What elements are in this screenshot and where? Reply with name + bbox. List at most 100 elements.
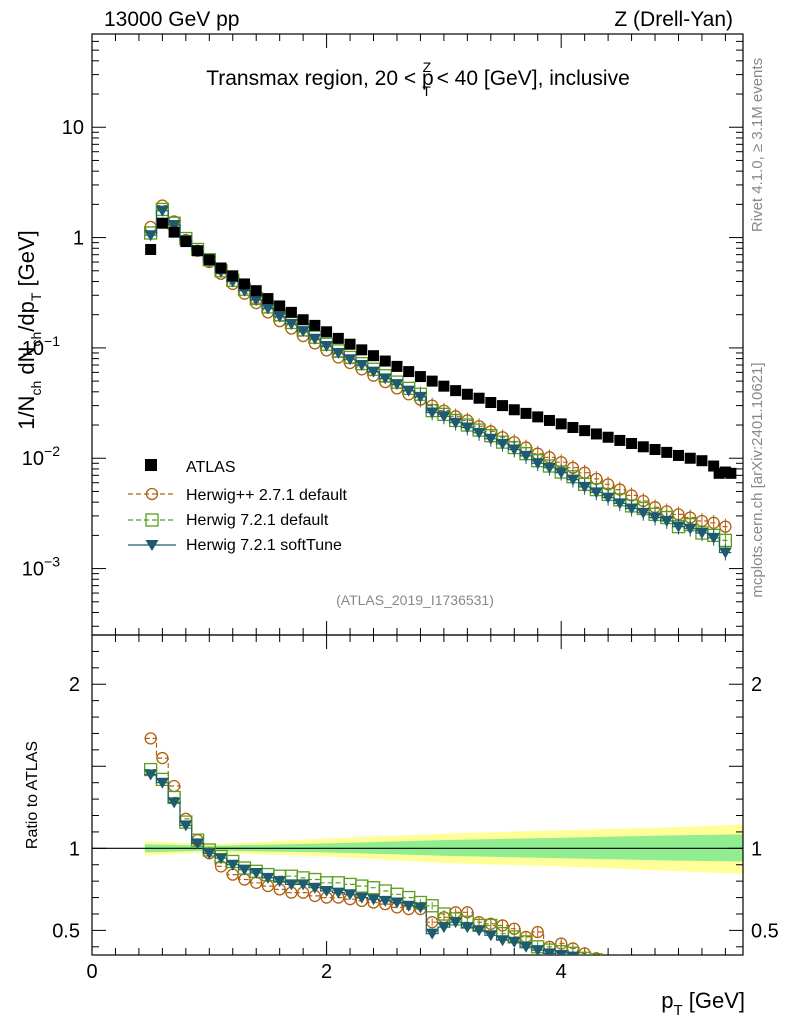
- series-point: [425, 407, 439, 419]
- ratio-point: [144, 769, 158, 781]
- ratio-point: [638, 961, 649, 972]
- atlas-point: [649, 444, 661, 456]
- ratio-tick-label-right: 1: [751, 838, 762, 860]
- ratio-point: [695, 970, 708, 981]
- series-point: [155, 205, 169, 217]
- series-point: [331, 347, 345, 359]
- atlas-point: [508, 404, 520, 416]
- series-point: [296, 326, 310, 338]
- ratio-point: [355, 892, 369, 904]
- ratio-point: [685, 964, 696, 975]
- ratio-point: [425, 899, 439, 913]
- analysis-id-watermark: (ATLAS_2019_I1736531): [336, 592, 494, 608]
- ratio-point: [719, 974, 731, 986]
- ratio-point: [696, 969, 708, 981]
- atlas-point: [332, 332, 344, 344]
- rivet-version-label: Rivet 4.1.0, ≥ 3.1M events: [749, 58, 766, 232]
- series-point: [601, 492, 615, 504]
- atlas-point: [344, 338, 356, 350]
- ratio-point: [637, 962, 649, 974]
- ratio-point: [472, 925, 486, 937]
- ratio-axis-label: Ratio to ATLAS: [24, 741, 41, 849]
- series-point: [625, 503, 639, 515]
- header-left: 13000 GeV pp: [104, 8, 239, 31]
- series-point: [719, 520, 732, 533]
- atlas-point: [414, 371, 426, 383]
- ratio-point: [650, 963, 661, 974]
- ratio-point: [249, 867, 263, 879]
- atlas-point: [602, 431, 614, 443]
- series-point: [589, 487, 603, 499]
- atlas-point: [614, 434, 626, 446]
- ratio-point: [496, 935, 510, 947]
- ratio-point: [590, 957, 603, 968]
- series-point: [343, 354, 357, 366]
- atlas-point: [192, 245, 204, 257]
- series-point: [671, 521, 685, 533]
- atlas-point: [626, 438, 638, 450]
- atlas-point: [672, 449, 684, 461]
- ratio-point: [614, 959, 626, 971]
- ratio-point: [684, 967, 696, 979]
- ratio-point: [602, 958, 615, 969]
- ratio-plot-frame: [91, 634, 744, 956]
- ratio-point: [484, 930, 498, 942]
- y-axis-label: 1/Nch dNch/dpT [GeV]: [14, 230, 44, 430]
- legend-herwigpp-label: Herwig++ 2.7.1 default: [186, 487, 348, 504]
- series-point: [167, 220, 181, 232]
- atlas-point: [485, 397, 497, 409]
- ratio-point: [649, 962, 661, 974]
- atlas-point: [438, 380, 450, 392]
- ratio-point: [720, 971, 731, 982]
- atlas-point: [696, 455, 708, 467]
- ratio-point: [625, 961, 638, 972]
- series-point: [507, 444, 521, 456]
- ratio-series: [143, 732, 732, 986]
- y-tick-label: 10−2: [22, 443, 60, 470]
- y-tick-label: 10: [62, 117, 84, 139]
- atlas-point: [356, 344, 368, 356]
- series-point: [636, 507, 650, 519]
- ratio-point: [672, 965, 684, 977]
- data-series: [143, 199, 737, 561]
- series-point: [460, 422, 474, 434]
- atlas-point: [520, 407, 532, 419]
- atlas-point: [426, 375, 438, 387]
- ratio-point: [449, 917, 463, 929]
- series-point: [695, 528, 709, 540]
- ratio-point: [284, 879, 298, 891]
- series-point: [718, 547, 732, 559]
- atlas-point: [543, 414, 555, 426]
- ratio-point: [708, 966, 719, 977]
- series-point: [249, 294, 263, 306]
- ratio-point: [696, 966, 707, 977]
- ratio-point: [684, 968, 697, 979]
- ratio-series-2: [144, 769, 732, 986]
- series-point: [496, 438, 510, 450]
- atlas-point: [661, 446, 673, 458]
- series-2: [144, 205, 732, 561]
- ratio-point: [273, 876, 287, 888]
- ratio-point: [144, 732, 157, 745]
- series-point: [437, 411, 451, 423]
- series-point: [707, 532, 721, 544]
- ratio-point: [214, 853, 228, 865]
- atlas-point: [532, 411, 544, 423]
- atlas-point: [461, 388, 473, 400]
- ratio-point: [614, 956, 625, 967]
- series-point: [531, 458, 545, 470]
- series-point: [613, 498, 627, 510]
- ratio-point: [460, 922, 474, 934]
- x-tick-label: 0: [86, 961, 97, 983]
- legend: ATLAS Herwig++ 2.7.1 default Herwig 7.2.…: [128, 459, 348, 554]
- ratio-point: [719, 975, 732, 986]
- ratio-point: [566, 951, 580, 955]
- legend-herwig7-default-marker: [145, 513, 159, 527]
- ratio-point: [367, 894, 381, 906]
- ratio-point: [591, 952, 602, 955]
- axis-ticks: 0 2 4 10 1 10−1 10−2 10−3 2 2 1 1 0.5 0.5: [22, 33, 779, 983]
- atlas-point: [473, 392, 485, 404]
- ratio-point: [661, 964, 673, 976]
- ratio-tick-label-right: 0.5: [751, 920, 779, 942]
